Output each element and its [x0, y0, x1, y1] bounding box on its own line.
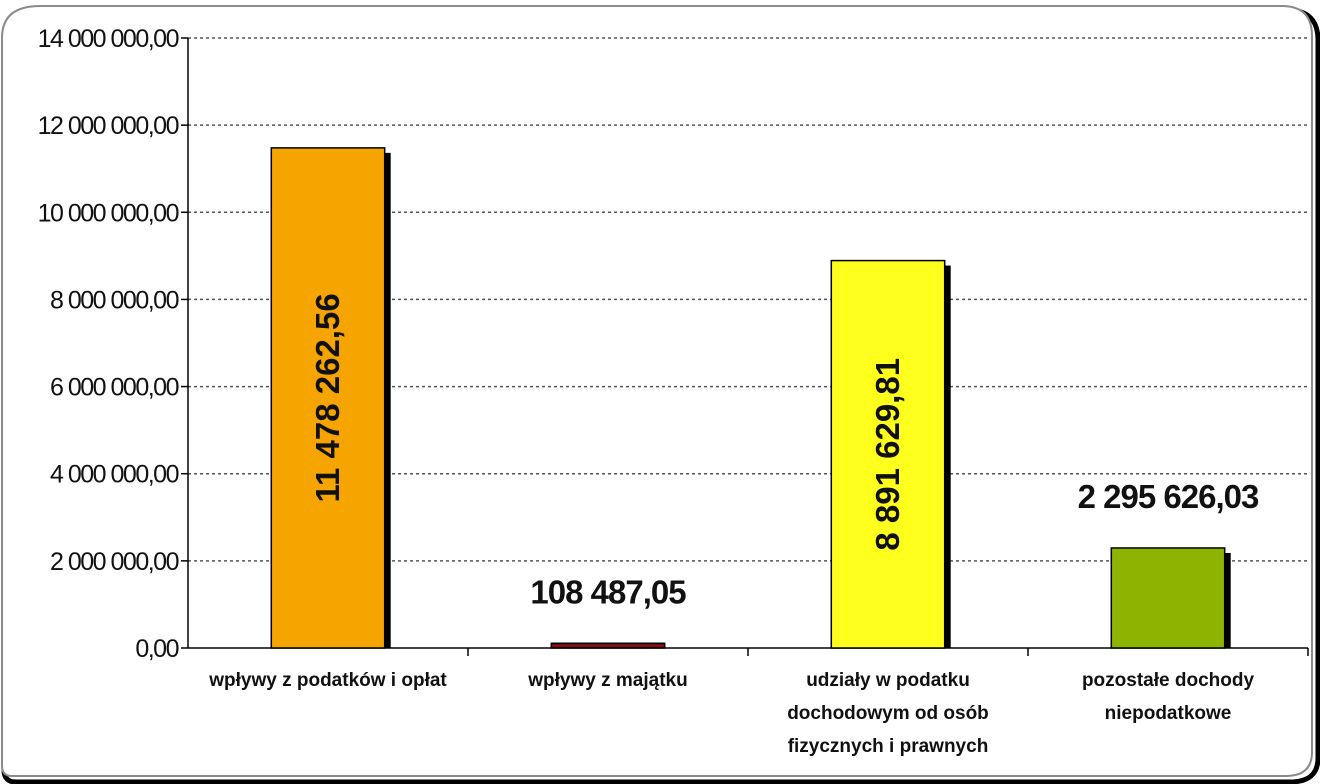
category-label: fizycznych i prawnych — [788, 736, 989, 757]
category-label: dochodowym od osób — [787, 703, 989, 724]
category-label: udziały w podatku — [806, 670, 970, 691]
category-label: pozostałe dochody — [1082, 670, 1255, 691]
bar-value-label: 2 295 626,03 — [1078, 478, 1259, 515]
bar-value-label: 11 478 262,56 — [309, 293, 346, 502]
labels: 11 478 262,56 wpływy z podatków i opłat 10… — [208, 293, 1260, 757]
y-tick-label: 2 000 000,00 — [50, 548, 179, 576]
category-label: wpływy z podatków i opłat — [208, 670, 447, 691]
bar — [830, 259, 946, 649]
category-label: wpływy z majątku — [527, 670, 687, 691]
y-tick-label: 8 000 000,00 — [50, 286, 179, 314]
bars — [270, 147, 1231, 649]
bar — [1110, 547, 1226, 649]
y-tick-label: 10 000 000,00 — [38, 199, 179, 227]
bar-value-label: 8 891 629,81 — [869, 358, 906, 551]
y-tick-label: 4 000 000,00 — [50, 461, 179, 489]
category-label: niepodatkowe — [1105, 703, 1232, 724]
y-tick-label: 12 000 000,00 — [38, 112, 179, 140]
y-tick-label: 0,00 — [135, 635, 178, 663]
y-tick-label: 6 000 000,00 — [50, 374, 179, 402]
chart-frame-border — [0, 5, 1313, 777]
bar-value-label: 108 487,05 — [530, 573, 686, 610]
bar — [270, 147, 386, 649]
bar — [550, 642, 666, 649]
y-tick-label: 14 000 000,00 — [38, 25, 179, 53]
